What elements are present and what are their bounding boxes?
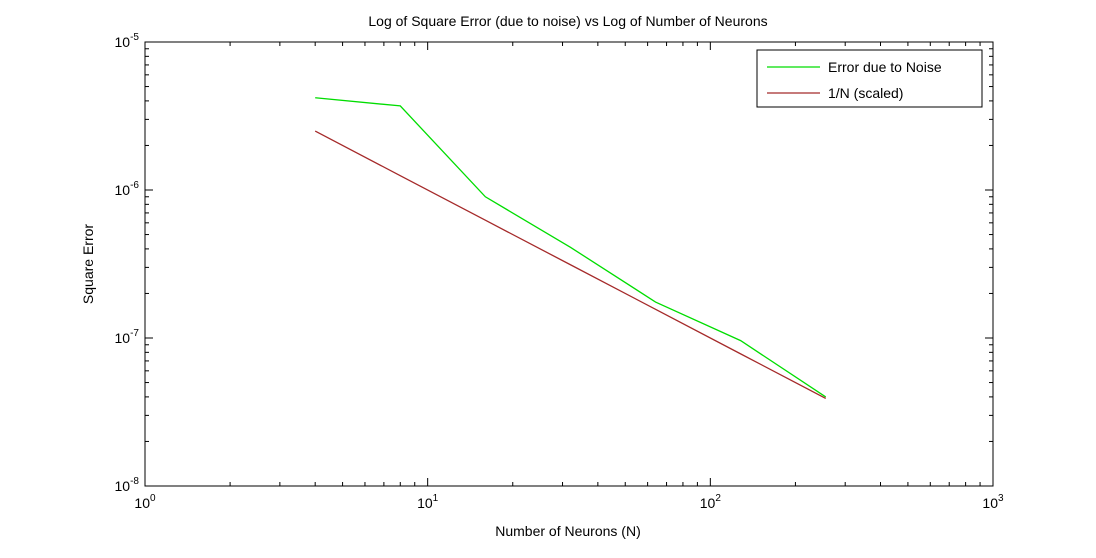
legend-box: [756, 49, 983, 108]
y-tick-label: 10-8: [115, 476, 140, 494]
series-layer: [314, 97, 827, 399]
y-axis-label: Square Error: [80, 224, 96, 304]
x-tick-label: 103: [982, 493, 1004, 511]
x-tick-label: 100: [134, 493, 156, 511]
series-line-0: [315, 97, 827, 398]
legend-label-error-due-to-noise: Error due to Noise: [828, 59, 942, 75]
legend: Error due to Noise 1/N (scaled): [756, 49, 983, 108]
y-tick-label: 10-7: [115, 328, 140, 346]
y-tick-label: 10-5: [115, 32, 140, 50]
x-tick-label: 101: [417, 493, 439, 511]
y-tick-label: 10-6: [115, 180, 140, 198]
chart-title: Log of Square Error (due to noise) vs Lo…: [368, 13, 767, 29]
x-axis-label: Number of Neurons (N): [495, 523, 641, 539]
x-tick-label: 102: [700, 493, 722, 511]
series-line-1: [314, 130, 827, 399]
legend-label-1-over-n-scaled: 1/N (scaled): [828, 85, 903, 101]
ticks-layer: 100 101 102 103 10-8 10-7 10-6 10-5: [115, 32, 1004, 511]
